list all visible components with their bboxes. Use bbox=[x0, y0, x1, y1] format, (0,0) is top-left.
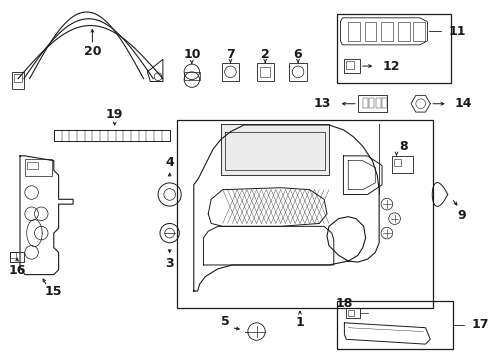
Text: 14: 14 bbox=[453, 97, 471, 110]
Bar bbox=[25, 159, 52, 176]
Bar bbox=[357, 95, 386, 112]
Text: 20: 20 bbox=[83, 45, 101, 58]
Bar bbox=[14, 74, 22, 81]
Text: 12: 12 bbox=[382, 59, 400, 73]
Bar bbox=[336, 301, 451, 349]
Bar bbox=[380, 22, 392, 41]
Bar bbox=[336, 14, 449, 84]
Bar bbox=[10, 252, 16, 258]
Bar bbox=[27, 162, 38, 170]
Text: 3: 3 bbox=[165, 257, 174, 270]
Bar bbox=[184, 72, 199, 80]
Bar bbox=[412, 22, 424, 41]
Text: 2: 2 bbox=[260, 48, 269, 61]
Bar bbox=[347, 310, 353, 316]
Bar bbox=[10, 252, 24, 262]
Bar bbox=[391, 156, 412, 173]
Text: 6: 6 bbox=[293, 48, 302, 61]
Bar bbox=[54, 130, 169, 141]
Bar bbox=[260, 67, 269, 77]
Bar bbox=[347, 22, 359, 41]
Bar bbox=[393, 159, 401, 166]
Text: 16: 16 bbox=[8, 264, 26, 277]
Bar bbox=[381, 98, 386, 108]
Bar bbox=[375, 98, 380, 108]
Text: 10: 10 bbox=[183, 48, 200, 61]
Text: 5: 5 bbox=[221, 315, 229, 328]
Bar bbox=[177, 120, 432, 309]
Text: 18: 18 bbox=[335, 297, 352, 310]
Polygon shape bbox=[221, 124, 328, 175]
Text: 15: 15 bbox=[45, 284, 62, 297]
Bar bbox=[12, 72, 24, 89]
Bar bbox=[256, 63, 273, 81]
Text: 13: 13 bbox=[313, 97, 330, 110]
Bar bbox=[362, 98, 367, 108]
Text: 17: 17 bbox=[471, 318, 488, 331]
Bar bbox=[222, 63, 239, 81]
Bar bbox=[344, 59, 359, 73]
Text: 1: 1 bbox=[295, 316, 304, 329]
Bar bbox=[369, 98, 373, 108]
Bar bbox=[346, 309, 359, 318]
Bar bbox=[364, 22, 375, 41]
Text: 8: 8 bbox=[398, 140, 407, 153]
Bar bbox=[398, 22, 409, 41]
Text: 7: 7 bbox=[225, 48, 234, 61]
Text: 4: 4 bbox=[165, 156, 174, 169]
Text: 19: 19 bbox=[106, 108, 123, 121]
Text: 9: 9 bbox=[456, 209, 465, 222]
Bar bbox=[289, 63, 306, 81]
Bar bbox=[346, 61, 353, 69]
Text: 11: 11 bbox=[448, 25, 465, 38]
